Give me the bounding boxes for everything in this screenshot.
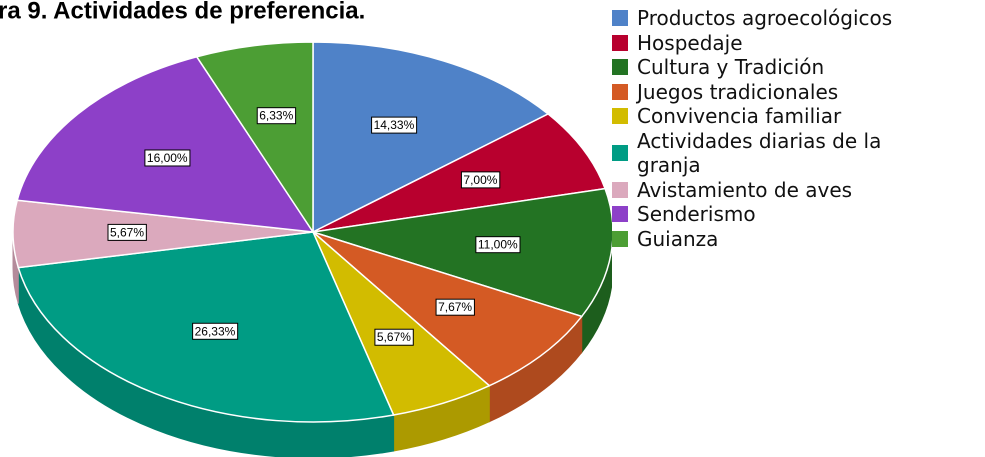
- data-label-box: [435, 298, 475, 316]
- legend-swatch: [612, 145, 628, 161]
- data-label: 7,67%: [438, 300, 472, 314]
- chart-title: ra 9. Actividades de preferencia.: [0, 0, 365, 24]
- legend-swatch: [612, 34, 628, 51]
- chart: ra 9. Actividades de preferencia. 14,33%…: [0, 0, 612, 457]
- slice: [195, 41, 314, 235]
- data-label-box: [374, 328, 414, 346]
- legend-item: Actividades diarias de la granja: [612, 129, 982, 178]
- legend-label: Hospedaje: [637, 30, 743, 55]
- data-label: 5,67%: [377, 330, 411, 344]
- legend-item: Productos agroecológicos: [612, 6, 982, 31]
- slice: [312, 187, 612, 318]
- legend-swatch: [612, 108, 628, 125]
- legend-swatch: [612, 206, 628, 223]
- legend-item: Convivencia familiar: [612, 104, 982, 129]
- legend-label: Juegos tradicionales: [637, 79, 839, 104]
- data-label: 16,00%: [147, 151, 188, 165]
- legend-label: Guianza: [637, 226, 719, 251]
- legend-label: Senderismo: [637, 202, 756, 226]
- data-label: 14,33%: [374, 118, 415, 132]
- legend-item: Juegos tradicionales: [612, 80, 982, 105]
- data-label-box: [144, 149, 191, 167]
- legend-label: Actividades diarias de la granja: [637, 128, 882, 178]
- data-label: 26,33%: [195, 324, 236, 338]
- legend-label: Cultura y Tradición: [637, 55, 825, 79]
- legend-item: Cultura y Tradición: [612, 55, 982, 80]
- legend-swatch: [612, 230, 628, 247]
- data-label-box: [256, 107, 297, 125]
- legend: Productos agroecológicos Hospedaje Cultura…: [612, 6, 982, 251]
- legend-swatch: [612, 181, 628, 198]
- legend-item: Avistamiento de aves: [612, 178, 982, 203]
- data-label-box: [475, 236, 521, 254]
- legend-item: Senderismo: [612, 202, 982, 227]
- slice: [312, 113, 607, 233]
- data-label: 5,67%: [110, 225, 144, 239]
- slice: [312, 41, 550, 234]
- legend-swatch: [612, 83, 628, 100]
- data-label-box: [460, 171, 501, 189]
- legend-label: Avistamiento de aves: [637, 177, 853, 202]
- data-label-box: [192, 322, 239, 340]
- data-label-box: [371, 116, 418, 134]
- data-label-box: [107, 223, 147, 241]
- legend-label: Convivencia familiar: [637, 104, 842, 128]
- legend-swatch: [612, 10, 628, 27]
- legend-swatch: [612, 59, 628, 76]
- legend-item: Guianza: [612, 227, 982, 252]
- data-label: 7,00%: [463, 173, 497, 187]
- legend-item: Hospedaje: [612, 31, 982, 56]
- data-label: 11,00%: [478, 238, 518, 252]
- legend-label: Productos agroecológicos: [637, 6, 893, 30]
- data-label: 6,33%: [259, 109, 293, 123]
- slice: [16, 55, 315, 233]
